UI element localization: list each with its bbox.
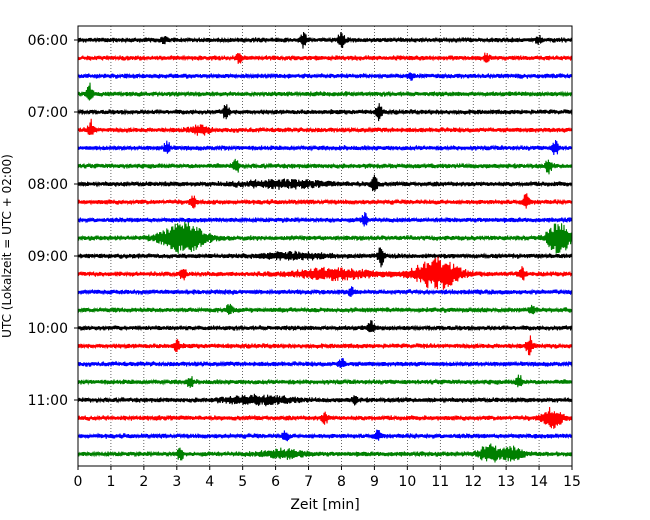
x-axis-ticks: 0 1 2 3 4 5 6 7 8 9 10 11 12 13 14 15 <box>74 466 581 490</box>
seismic-trace <box>77 443 573 463</box>
y-axis-label: UTC (Lokalzeit = UTC + 02:00) <box>0 154 14 338</box>
x-tick-label: 10 <box>398 474 416 490</box>
seismic-trace <box>77 52 573 64</box>
x-tick-label: 11 <box>431 474 449 490</box>
seismic-trace <box>77 118 573 136</box>
x-tick-label: 9 <box>370 474 379 490</box>
seismic-trace <box>77 193 573 209</box>
x-tick-label: 4 <box>205 474 214 490</box>
y-tick-label: 07:00 <box>28 105 68 121</box>
x-tick-label: 12 <box>464 474 482 490</box>
y-axis-ticks: 06:00 07:00 08:00 09:00 10:00 11:00 <box>28 33 78 409</box>
x-tick-label: 3 <box>172 474 181 490</box>
seismic-trace <box>77 82 573 101</box>
seismic-trace <box>77 211 573 227</box>
seismic-trace <box>77 158 573 175</box>
x-tick-label: 0 <box>74 474 83 490</box>
seismic-trace <box>77 139 573 156</box>
x-tick-label: 13 <box>497 474 515 490</box>
vertical-grid <box>110 26 540 466</box>
seismic-trace <box>77 286 573 298</box>
seismic-trace <box>77 393 573 407</box>
x-axis-label: Zeit [min] <box>290 497 359 513</box>
seismic-trace <box>77 374 573 388</box>
seismic-trace <box>77 221 573 254</box>
y-tick-label: 09:00 <box>28 249 68 265</box>
seismic-trace <box>77 357 573 368</box>
x-tick-label: 14 <box>530 474 548 490</box>
x-tick-label: 6 <box>271 474 280 490</box>
x-tick-label: 7 <box>304 474 313 490</box>
seismic-trace <box>77 103 573 122</box>
y-tick-label: 08:00 <box>28 177 68 193</box>
y-tick-label: 11:00 <box>28 393 68 409</box>
seismic-trace <box>77 72 573 81</box>
x-tick-label: 5 <box>238 474 247 490</box>
y-tick-label: 06:00 <box>28 33 68 49</box>
x-tick-label: 15 <box>563 474 581 490</box>
x-tick-label: 2 <box>139 474 148 490</box>
trace-group <box>77 31 573 463</box>
x-tick-label: 8 <box>337 474 346 490</box>
plot-frame <box>77 25 573 467</box>
seismic-trace <box>77 247 573 268</box>
seismic-trace <box>77 256 573 290</box>
x-tick-label: 1 <box>106 474 115 490</box>
seismic-trace <box>77 320 573 333</box>
seismic-trace <box>77 174 573 192</box>
y-tick-label: 10:00 <box>28 321 68 337</box>
seismic-trace <box>77 429 573 442</box>
seismic-trace <box>77 31 573 49</box>
seismic-trace <box>77 406 573 429</box>
seismic-trace <box>77 335 573 356</box>
seismic-trace <box>77 303 573 315</box>
